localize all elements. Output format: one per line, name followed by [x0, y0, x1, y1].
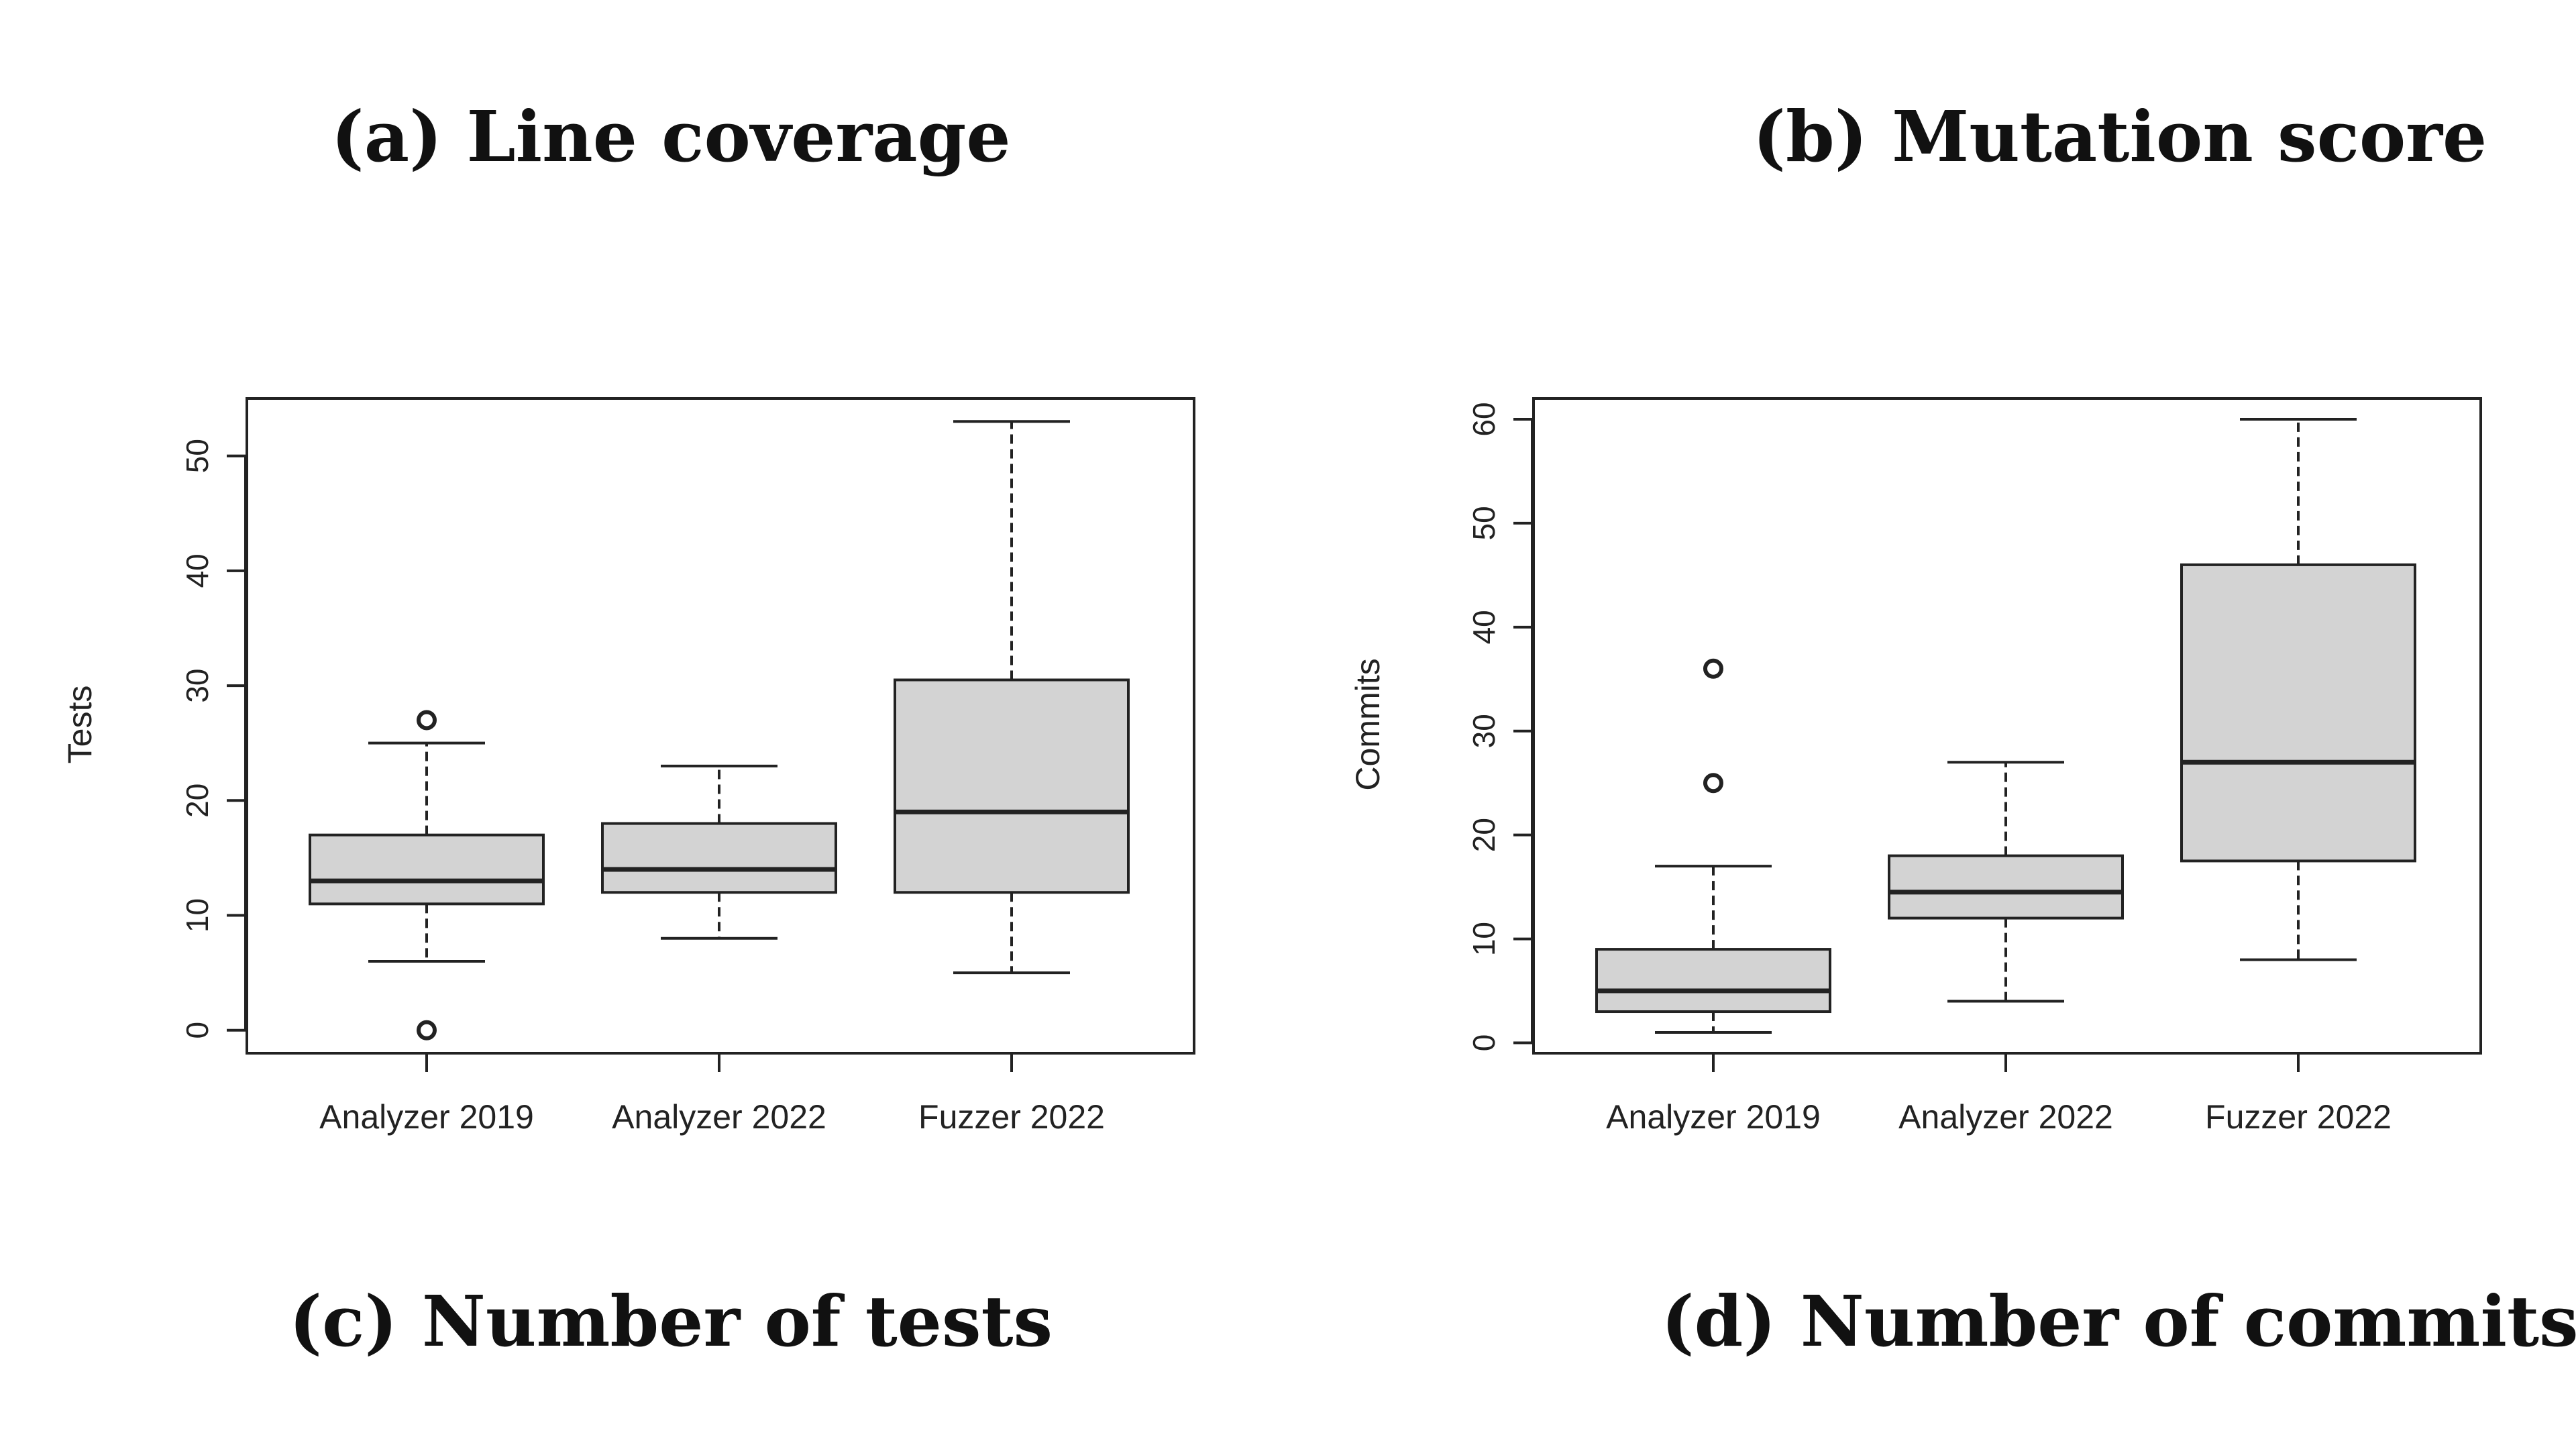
box-iqr	[1888, 854, 2124, 920]
y-tick-label: 60	[1466, 402, 1501, 436]
y-tick-label: 40	[180, 553, 215, 588]
caption-number-of-tests: (c) Number of tests	[288, 1280, 1053, 1362]
outlier-point	[1703, 658, 1723, 679]
y-tick-label: 30	[180, 668, 215, 702]
y-tick-label: 20	[1466, 818, 1501, 852]
outlier-point	[417, 710, 437, 731]
y-axis-label: Tests	[61, 686, 99, 764]
y-axis-label: Commits	[1349, 658, 1387, 790]
x-tick-label: Analyzer 2022	[1898, 1098, 2113, 1136]
y-tick-label: 40	[1466, 610, 1501, 644]
box-iqr	[601, 822, 837, 894]
outlier-point	[417, 1020, 437, 1040]
box-iqr	[894, 678, 1130, 894]
caption-number-of-commits: (d) Number of commits	[1661, 1280, 2576, 1362]
x-tick-label: Fuzzer 2022	[918, 1098, 1105, 1136]
x-tick-label: Fuzzer 2022	[2205, 1098, 2392, 1136]
y-tick-label: 10	[180, 898, 215, 932]
x-tick-label: Analyzer 2019	[1606, 1098, 1821, 1136]
y-tick-label: 30	[1466, 714, 1501, 748]
caption-line-coverage: (a) Line coverage	[331, 95, 1011, 178]
outlier-point	[1703, 773, 1723, 794]
box-iqr	[309, 833, 545, 906]
y-tick-label: 50	[1466, 506, 1501, 540]
caption-mutation-score: (b) Mutation score	[1752, 95, 2487, 178]
y-tick-label: 50	[180, 439, 215, 473]
x-tick-label: Analyzer 2019	[319, 1098, 534, 1136]
x-tick-label: Analyzer 2022	[612, 1098, 826, 1136]
y-tick-label: 20	[180, 784, 215, 818]
boxplot-number-of-tests: 0 10 20 30 40 50 Tests Analyzer 2019 Analyzer 20…	[61, 397, 1195, 1136]
y-tick-label: 0	[1466, 1034, 1501, 1052]
y-tick-label: 0	[180, 1022, 215, 1039]
y-tick-label: 10	[1466, 922, 1501, 956]
box-iqr	[2180, 563, 2416, 863]
box-iqr	[1595, 948, 1831, 1014]
